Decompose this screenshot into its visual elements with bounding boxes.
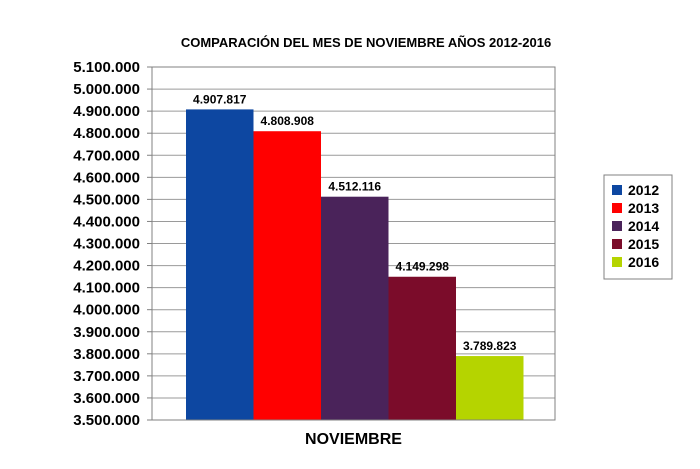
y-tick-label: 4.400.000	[73, 213, 140, 230]
y-tick-label: 3.900.000	[73, 324, 140, 341]
legend-label-2014: 2014	[628, 218, 659, 234]
data-label-2016: 3.789.823	[463, 339, 517, 353]
y-tick-label: 4.600.000	[73, 169, 140, 186]
y-tick-label: 4.000.000	[73, 302, 140, 319]
y-tick-label: 3.800.000	[73, 346, 140, 363]
legend-label-2012: 2012	[628, 182, 659, 198]
legend-label-2015: 2015	[628, 236, 659, 252]
y-tick-label: 4.300.000	[73, 236, 140, 253]
legend-swatch-2015	[612, 239, 622, 249]
legend-swatch-2014	[612, 221, 622, 231]
y-tick-label: 5.000.000	[73, 81, 140, 98]
y-tick-label: 4.100.000	[73, 280, 140, 297]
y-tick-label: 4.800.000	[73, 125, 140, 142]
bars	[186, 109, 524, 420]
y-tick-label: 4.900.000	[73, 103, 140, 120]
legend: 2012 2013 2014 2015 2016	[603, 174, 673, 280]
legend-label-2016: 2016	[628, 254, 659, 270]
y-tick-label: 3.700.000	[73, 368, 140, 385]
bar-2012	[186, 109, 254, 420]
bar-2016	[456, 356, 524, 420]
bar-2014	[321, 196, 389, 420]
data-label-2015: 4.149.298	[396, 260, 450, 274]
bar-2013	[253, 131, 321, 420]
x-category-label: NOVIEMBRE	[305, 431, 402, 448]
data-label-2012: 4.907.817	[193, 92, 247, 106]
y-tick-label: 4.200.000	[73, 258, 140, 275]
legend-swatch-2012	[612, 185, 622, 195]
y-tick-label: 3.500.000	[73, 412, 140, 429]
chart-title: COMPARACIÓN DEL MES DE NOVIEMBRE AÑOS 20…	[181, 35, 551, 50]
plot-area-frame	[151, 66, 556, 421]
data-label-2013: 4.808.908	[261, 114, 315, 128]
y-axis-ticks: 5.100.000 5.000.000 4.900.000 4.800.000 4.70…	[73, 59, 152, 429]
data-label-2014: 4.512.116	[328, 180, 381, 194]
legend-swatch-2013	[612, 203, 622, 213]
y-tick-label: 5.100.000	[73, 59, 140, 76]
y-tick-label: 4.700.000	[73, 147, 140, 164]
y-tick-label: 3.600.000	[73, 390, 140, 407]
legend-label-2013: 2013	[628, 200, 659, 216]
y-tick-label: 4.500.000	[73, 191, 140, 208]
legend-swatch-2016	[612, 257, 622, 267]
bar-2015	[388, 276, 456, 420]
data-labels: 4.907.817 4.808.908 4.512.116 4.149.298 3.78…	[193, 92, 517, 353]
